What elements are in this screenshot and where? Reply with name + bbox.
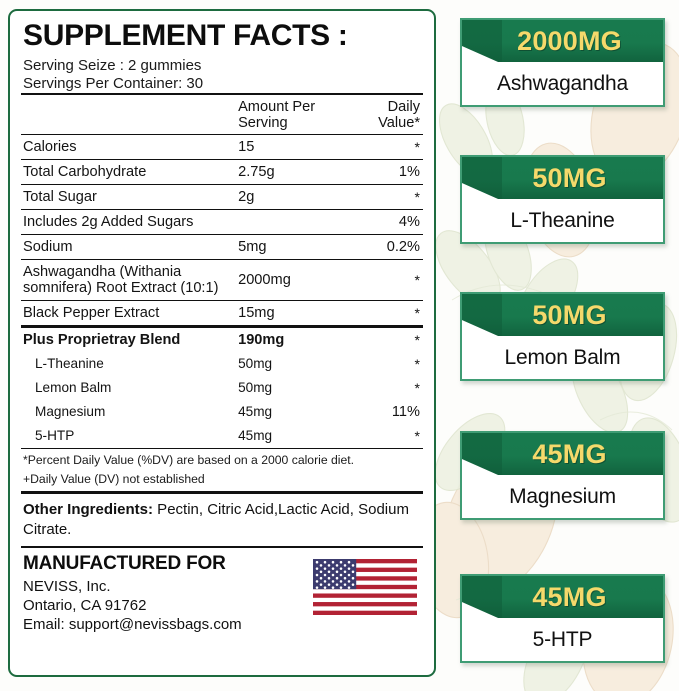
page-title: SUPPLEMENT FACTS : — [23, 19, 348, 52]
blend-amount: 190mg — [238, 331, 285, 348]
row-name: Black Pepper Extract — [21, 300, 239, 328]
ingredient-card-5-htp[interactable]: 45MG 5-HTP — [460, 574, 665, 663]
card-ingredient-name: Lemon Balm — [462, 336, 663, 379]
row-name: Calories — [21, 134, 239, 160]
table-row: Total Carbohydrate 2.75g 1% — [21, 159, 423, 185]
banner-notch-shape — [462, 294, 502, 336]
supplement-facts-panel: SUPPLEMENT FACTS : Serving Seize : 2 gum… — [8, 9, 436, 677]
card-dosage: 45MG — [532, 438, 607, 469]
blend-item-daily-value: 11% — [391, 403, 420, 420]
row-amount: 5mg — [238, 234, 351, 260]
card-banner: 2000MG — [462, 20, 663, 62]
company-email: Email: support@nevissbags.com — [23, 616, 242, 634]
other-ingredients: Other Ingredients: Pectin, Citric Acid,L… — [21, 494, 423, 546]
card-dosage: 50MG — [532, 299, 607, 330]
footnote-percent-daily-value: *Percent Daily Value (%DV) are based on … — [23, 452, 355, 467]
banner-notch-shape — [462, 157, 502, 199]
blend-item-name: Magnesium — [35, 404, 106, 420]
blend-daily-value: * — [414, 331, 420, 348]
card-ingredient-name: 5-HTP — [462, 618, 663, 661]
banner-notch-shape — [462, 20, 502, 62]
blend-item-name: Lemon Balm — [35, 380, 112, 396]
row-name: Includes 2g Added Sugars — [21, 209, 239, 235]
card-ingredient-name: L-Theanine — [462, 199, 663, 242]
card-banner: 45MG — [462, 433, 663, 475]
other-ingredients-label: Other Ingredients: — [23, 501, 154, 519]
table-row: Sodium 5mg 0.2% — [21, 234, 423, 260]
row-daily-value: 0.2% — [350, 234, 423, 260]
blend-item-amount: 50mg — [238, 356, 273, 372]
row-amount: 2000mg — [238, 259, 351, 301]
serving-size-text: Serving Seize : 2 gummies — [23, 56, 202, 74]
row-name: Total Carbohydrate — [21, 159, 239, 185]
row-name: Sodium — [21, 234, 239, 260]
ingredient-card-l-theanine[interactable]: 50MG L-Theanine — [460, 155, 665, 244]
row-amount: 15mg — [238, 300, 351, 328]
row-daily-value: * — [350, 134, 423, 160]
blend-name: Plus Proprietray Blend — [23, 331, 181, 348]
blend-item-daily-value: * — [414, 379, 420, 396]
card-banner: 50MG — [462, 294, 663, 336]
blend-item-row: L-Theanine 50mg * — [21, 352, 423, 376]
row-daily-value: * — [350, 300, 423, 328]
footnote-dv-not-established: +Daily Value (DV) not established — [23, 471, 205, 486]
row-daily-value: * — [350, 259, 423, 301]
blend-item-amount: 45mg — [238, 404, 273, 420]
blend-item-daily-value: * — [414, 355, 420, 372]
nutrition-facts-table: Amount Per Serving Daily Value* Calories… — [21, 94, 423, 449]
card-dosage: 2000MG — [517, 25, 622, 56]
blend-header-row: Plus Proprietray Blend 190mg * — [21, 326, 423, 352]
card-ingredient-name: Magnesium — [462, 475, 663, 518]
card-dosage: 50MG — [532, 162, 607, 193]
company-address: Ontario, CA 91762 — [23, 597, 147, 615]
table-row: Calories 15 * — [21, 134, 423, 160]
row-amount: 2.75g — [238, 159, 351, 185]
blend-item-name: L-Theanine — [35, 356, 104, 372]
blend-item-name: 5-HTP — [21, 423, 239, 449]
card-banner: 50MG — [462, 157, 663, 199]
blend-item-row: Lemon Balm 50mg * — [21, 376, 423, 400]
header-daily-value: Daily Value* — [350, 94, 423, 135]
row-amount: 15 — [238, 134, 351, 160]
blend-item-daily-value: * — [350, 423, 423, 449]
row-name: Total Sugar — [21, 184, 239, 210]
header-amount-per-serving: Amount Per Serving — [238, 94, 351, 135]
blend-item-row: Magnesium 45mg 11% — [21, 400, 423, 424]
row-name: Ashwagandha (Withania somnifera) Root Ex… — [21, 259, 239, 301]
card-banner: 45MG — [462, 576, 663, 618]
ingredient-card-magnesium[interactable]: 45MG Magnesium — [460, 431, 665, 520]
us-flag-icon — [313, 559, 417, 616]
banner-notch-shape — [462, 576, 502, 618]
row-amount — [238, 209, 351, 235]
ingredient-card-lemon-balm[interactable]: 50MG Lemon Balm — [460, 292, 665, 381]
row-daily-value: * — [350, 184, 423, 210]
blend-item-row: 5-HTP 45mg * — [21, 423, 423, 449]
table-row: Black Pepper Extract 15mg * — [21, 300, 423, 328]
row-amount: 2g — [238, 184, 351, 210]
blend-item-amount: 50mg — [238, 380, 273, 396]
ingredient-card-ashwagandha[interactable]: 2000MG Ashwagandha — [460, 18, 665, 107]
banner-notch-shape — [462, 433, 502, 475]
servings-per-container-text: Servings Per Container: 30 — [23, 74, 204, 92]
table-header-row: Amount Per Serving Daily Value* — [21, 94, 423, 135]
table-row: Total Sugar 2g * — [21, 184, 423, 210]
company-name: NEVISS, Inc. — [23, 578, 111, 596]
manufactured-for-title: MANUFACTURED FOR — [23, 553, 226, 575]
header-blank — [21, 94, 239, 135]
row-daily-value: 4% — [350, 209, 423, 235]
card-dosage: 45MG — [532, 581, 607, 612]
table-row: Ashwagandha (Withania somnifera) Root Ex… — [21, 259, 423, 301]
blend-item-amount: 45mg — [238, 423, 351, 449]
card-ingredient-name: Ashwagandha — [462, 62, 663, 105]
table-row: Includes 2g Added Sugars 4% — [21, 209, 423, 235]
manufacturer-block: MANUFACTURED FOR NEVISS, Inc. Ontario, C… — [21, 548, 423, 635]
row-daily-value: 1% — [350, 159, 423, 185]
ingredient-cards-list: 2000MG Ashwagandha 50MG L-Theanine 50MG … — [452, 0, 679, 691]
